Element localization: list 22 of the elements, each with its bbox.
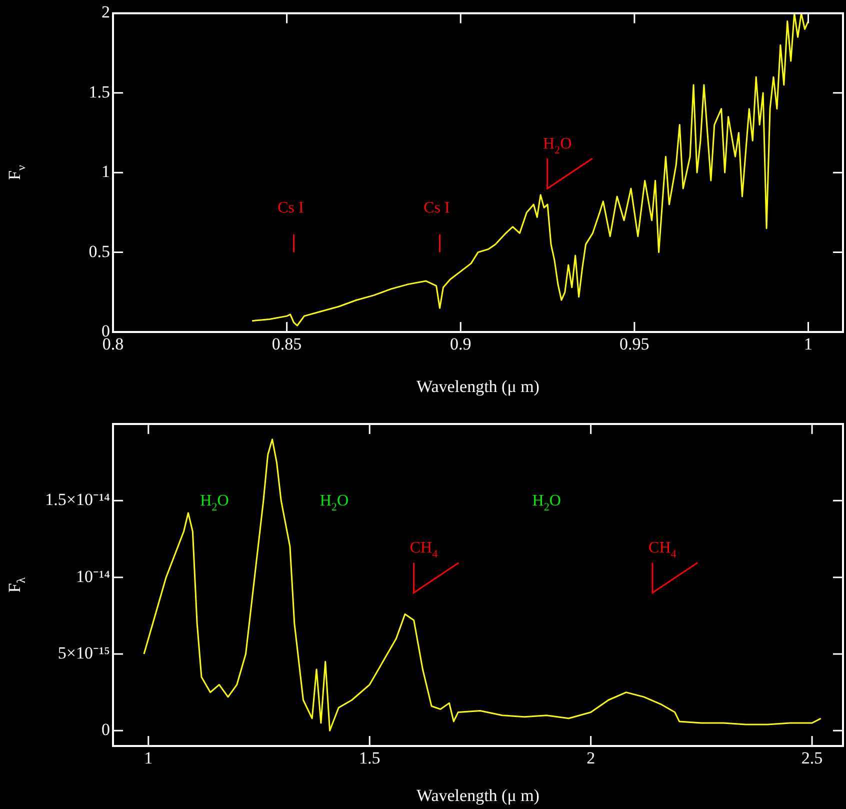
x-tick-label: 2 xyxy=(586,748,596,768)
annotation: Cs I xyxy=(424,199,450,216)
y-axis-title: Fλ xyxy=(5,577,28,593)
annotation: Cs I xyxy=(278,199,304,216)
y-tick-label: 10⁻¹⁴ xyxy=(76,566,110,586)
x-tick-label: 1 xyxy=(144,748,153,768)
y-tick-label: 1.5 xyxy=(88,82,110,102)
x-tick-label: 1 xyxy=(804,334,812,354)
x-tick-label: 1.5 xyxy=(358,748,380,768)
y-tick-label: 1.5×10⁻¹⁴ xyxy=(45,490,110,510)
y-tick-label: 0.5 xyxy=(88,242,110,261)
x-tick-label: 0.95 xyxy=(620,334,650,354)
y-axis-title: Fν xyxy=(5,164,28,180)
x-tick-label: 0.9 xyxy=(450,334,472,354)
y-tick-label: 0 xyxy=(102,720,110,740)
x-axis-title: Wavelength (μ m) xyxy=(416,786,540,805)
y-tick-label: 1 xyxy=(102,162,110,182)
y-tick-label: 5×10⁻¹⁵ xyxy=(58,643,110,662)
y-tick-label: 2 xyxy=(102,2,110,22)
x-tick-label: 2.5 xyxy=(801,748,823,768)
x-axis-title: Wavelength (μ m) xyxy=(416,377,540,396)
x-tick-label: 0.85 xyxy=(272,334,302,354)
